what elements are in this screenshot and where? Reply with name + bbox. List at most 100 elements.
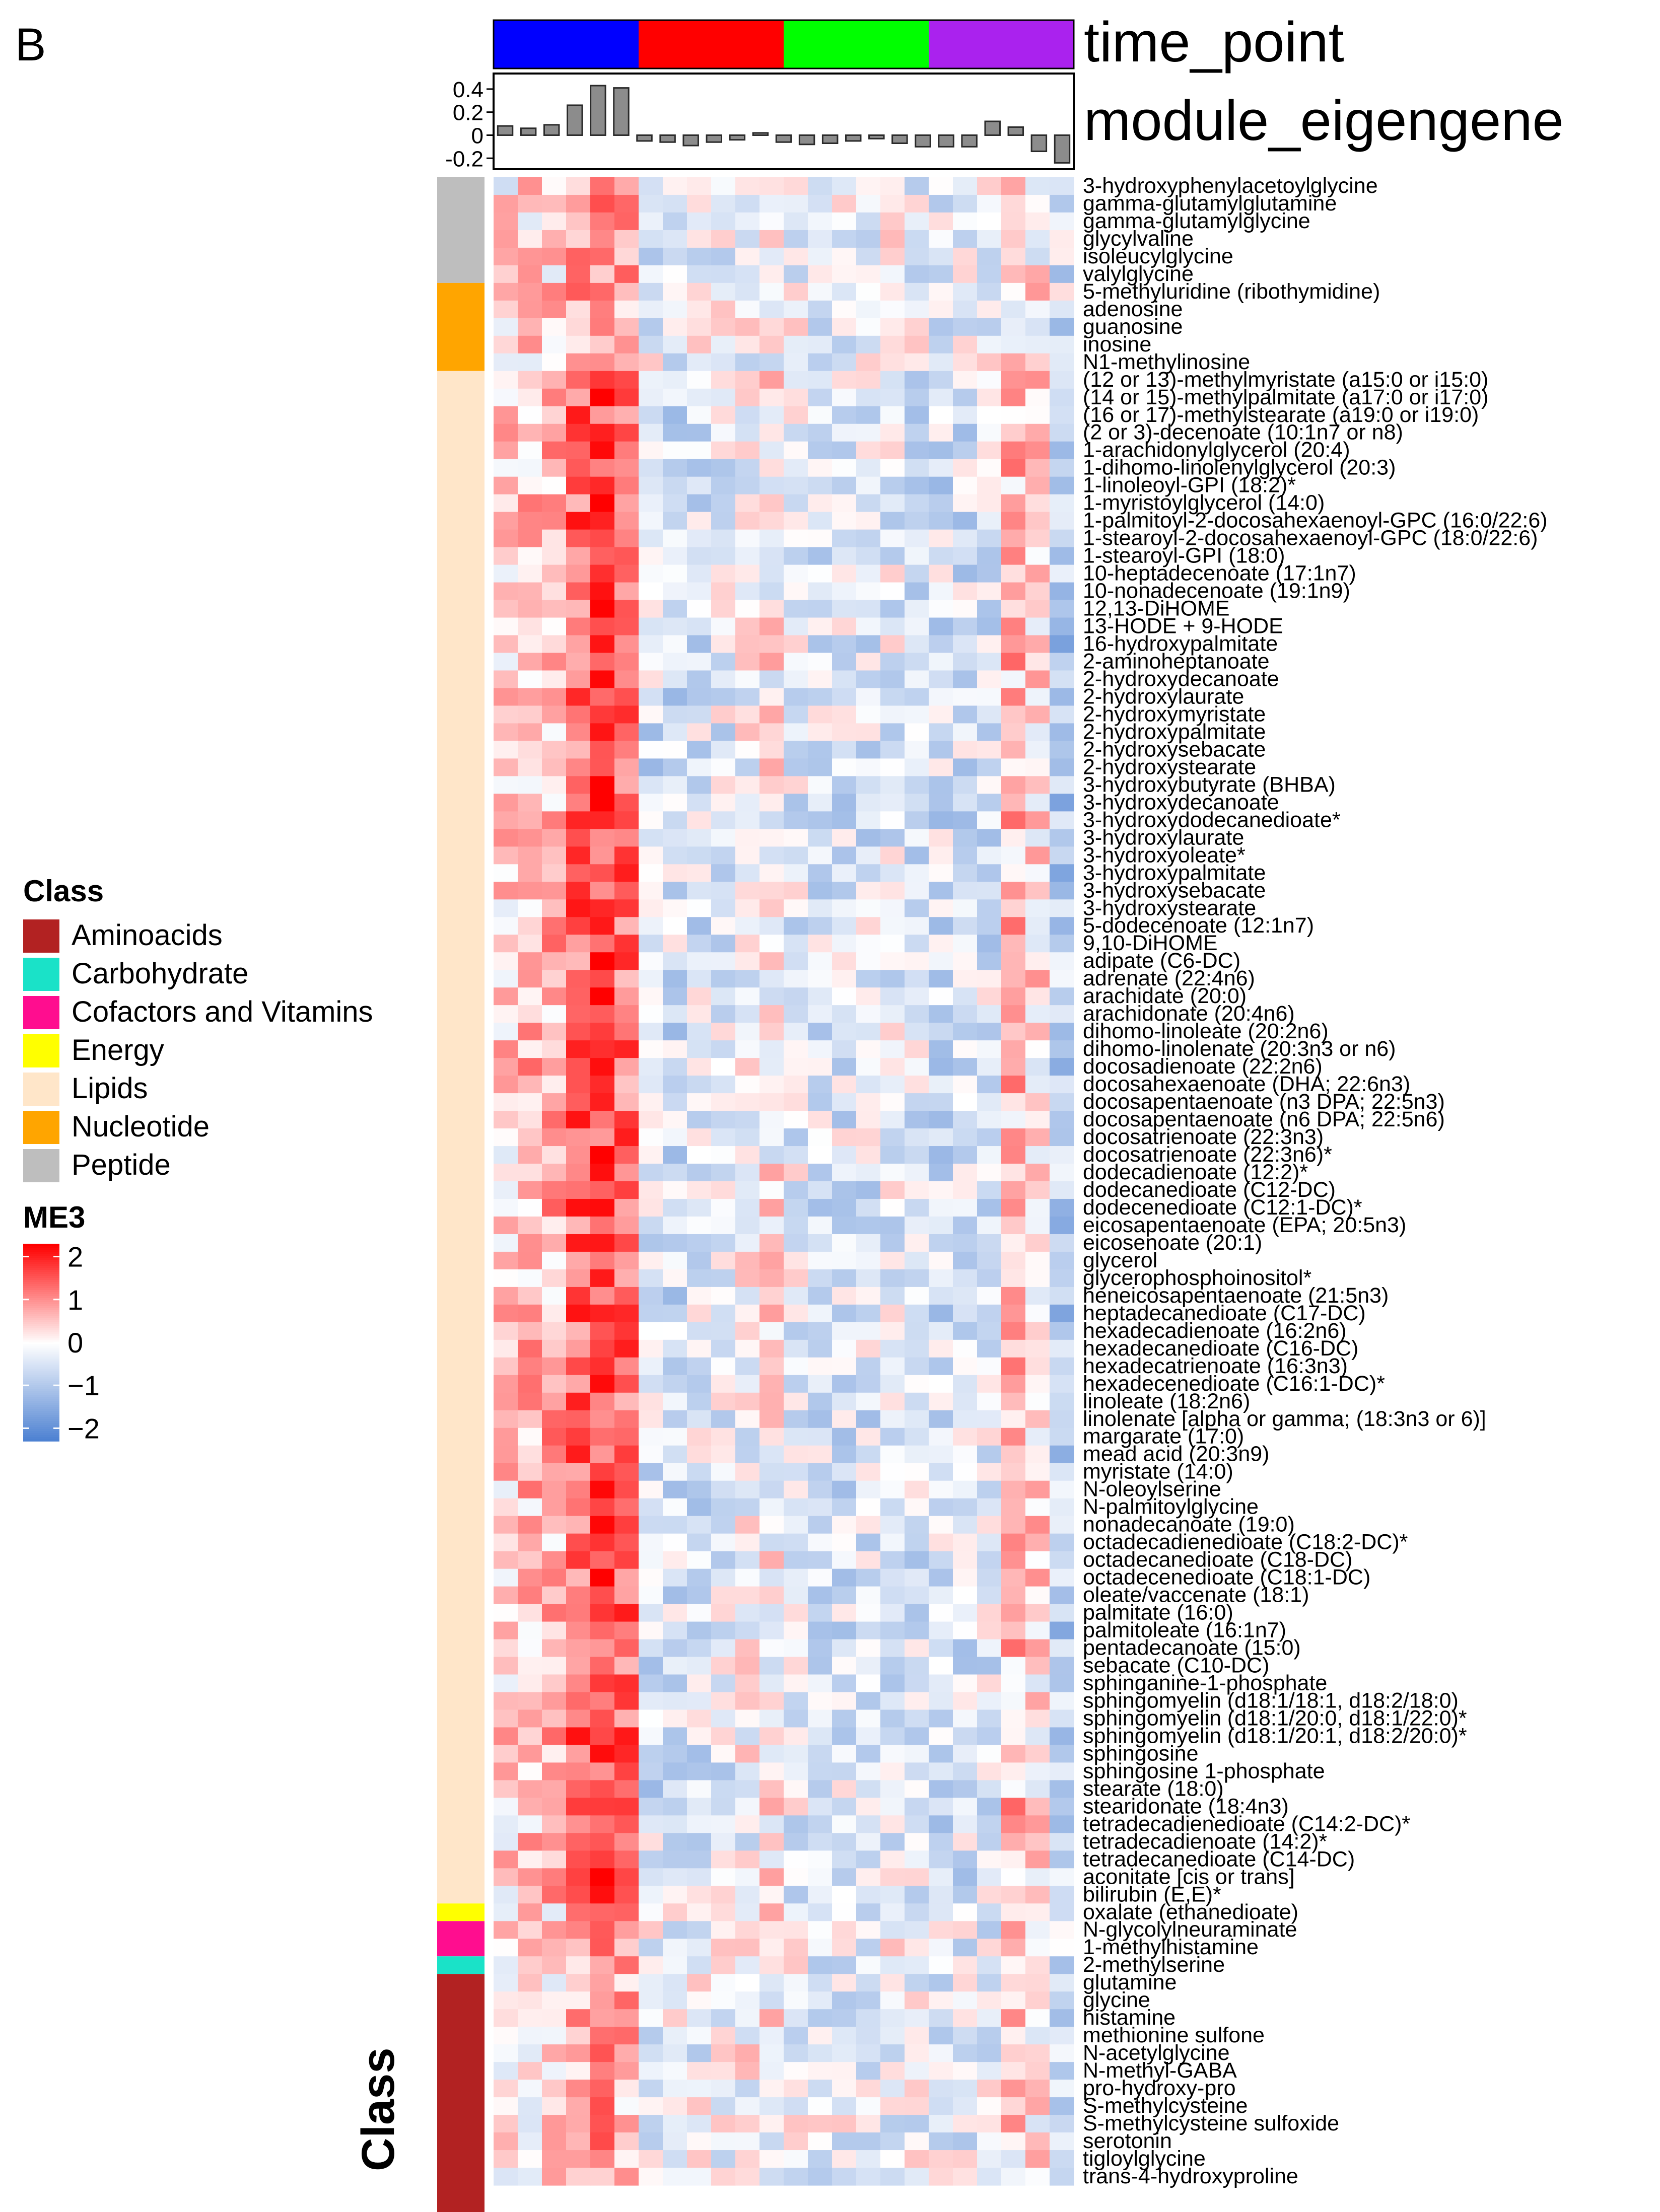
heatmap-cell: [518, 952, 542, 970]
heatmap-cell: [566, 353, 591, 372]
heatmap-cell: [880, 1850, 905, 1869]
heatmap-cell: [953, 423, 978, 442]
heatmap-cell: [735, 2009, 760, 2027]
heatmap-cell: [929, 1076, 953, 1094]
heatmap-cell: [1025, 406, 1050, 424]
row-label: stearate (18:0): [1083, 1776, 1224, 1801]
heatmap-cell: [639, 2009, 663, 2027]
heatmap-cell: [880, 1216, 905, 1235]
heatmap-cell: [832, 1111, 857, 1129]
heatmap-cell: [614, 1745, 639, 1763]
heatmap-cell: [784, 2027, 808, 2045]
heatmap-cell: [977, 353, 1002, 372]
heatmap-cell: [1001, 300, 1026, 319]
heatmap-cell: [808, 1181, 833, 1199]
heatmap-cell: [832, 547, 857, 565]
heatmap-cell: [905, 1709, 929, 1728]
heatmap-cell: [1025, 2168, 1050, 2186]
heatmap-cell: [566, 1040, 591, 1058]
heatmap-cell: [663, 1164, 687, 1182]
heatmap-cell: [663, 371, 687, 389]
heatmap-cell: [808, 1921, 833, 1939]
me3-gradient-step: [23, 1411, 59, 1413]
heatmap-cell: [832, 300, 857, 319]
heatmap-cell: [759, 1709, 784, 1728]
row-label: 1-arachidonylglycerol (20:4): [1083, 438, 1350, 462]
heatmap-cell: [856, 1974, 881, 1992]
heatmap-cell: [759, 952, 784, 970]
heatmap-cell: [977, 582, 1002, 601]
heatmap-cell: [494, 388, 518, 407]
heatmap-cell: [1050, 1322, 1074, 1340]
heatmap-cell: [1050, 811, 1074, 829]
heatmap-cell: [856, 1727, 881, 1746]
heatmap-cell: [1001, 1745, 1026, 1763]
heatmap-cell: [735, 1586, 760, 1605]
heatmap-cell: [735, 459, 760, 477]
heatmap-cell: [663, 758, 687, 777]
heatmap-cell: [953, 653, 978, 671]
heatmap-cell: [929, 1251, 953, 1270]
heatmap-cell: [663, 864, 687, 882]
heatmap-cell: [735, 952, 760, 970]
heatmap-cell: [1001, 1445, 1026, 1464]
heatmap-cell: [566, 1657, 591, 1675]
heatmap-cell: [808, 1939, 833, 1957]
heatmap-cell: [1050, 705, 1074, 724]
heatmap-cell: [614, 1040, 639, 1058]
heatmap-cell: [518, 476, 542, 495]
heatmap-cell: [759, 1639, 784, 1658]
heatmap-cell: [880, 1586, 905, 1605]
heatmap-cell: [905, 1886, 929, 1904]
class-legend-swatch: [23, 919, 59, 953]
heatmap-cell: [832, 670, 857, 689]
heatmap-cell: [614, 1058, 639, 1076]
heatmap-cell: [494, 1251, 518, 1270]
eigengene-bar: [891, 134, 908, 145]
heatmap-cell: [977, 917, 1002, 935]
heatmap-cell: [542, 564, 567, 583]
heatmap-cell: [759, 1005, 784, 1023]
heatmap-cell: [1025, 1164, 1050, 1182]
me3-gradient-step: [23, 1320, 59, 1323]
heatmap-cell: [905, 371, 929, 389]
heatmap-cell: [832, 1868, 857, 1886]
heatmap-cell: [590, 1463, 615, 1481]
heatmap-cell: [1025, 723, 1050, 742]
heatmap-cell: [590, 935, 615, 953]
heatmap-cell: [1050, 1657, 1074, 1675]
heatmap-cell: [977, 935, 1002, 953]
heatmap-cell: [977, 441, 1002, 460]
heatmap-cell: [808, 935, 833, 953]
class-legend-entry: Cofactors and Vitamins: [72, 995, 373, 1028]
heatmap-cell: [905, 1287, 929, 1305]
heatmap-cell: [711, 2115, 736, 2133]
heatmap-cell: [808, 1445, 833, 1464]
heatmap-cell: [977, 987, 1002, 1006]
heatmap-cell: [494, 582, 518, 601]
heatmap-cell: [663, 935, 687, 953]
heatmap-cell: [494, 564, 518, 583]
heatmap-cell: [953, 1798, 978, 1816]
heatmap-cell: [494, 776, 518, 794]
heatmap-cell: [711, 423, 736, 442]
heatmap-cell: [832, 212, 857, 231]
heatmap-cell: [977, 1621, 1002, 1640]
heatmap-cell: [711, 1076, 736, 1094]
heatmap-cell: [977, 1287, 1002, 1305]
heatmap-cell: [639, 1445, 663, 1464]
heatmap-cell: [953, 1833, 978, 1851]
heatmap-cell: [494, 653, 518, 671]
heatmap-cell: [977, 423, 1002, 442]
heatmap-cell: [542, 335, 567, 354]
heatmap-cell: [711, 1762, 736, 1781]
heatmap-cell: [1025, 582, 1050, 601]
heatmap-cell: [663, 459, 687, 477]
row-label: eicosenoate (20:1): [1083, 1231, 1262, 1255]
heatmap-cell: [542, 1040, 567, 1058]
heatmap-cell: [590, 1445, 615, 1464]
row-label: 1-stearoyl-2-docosahexaenoyl-GPC (18:0/2…: [1083, 526, 1538, 550]
heatmap-cell: [808, 1216, 833, 1235]
heatmap-cell: [590, 212, 615, 231]
heatmap-cell: [1001, 1463, 1026, 1481]
